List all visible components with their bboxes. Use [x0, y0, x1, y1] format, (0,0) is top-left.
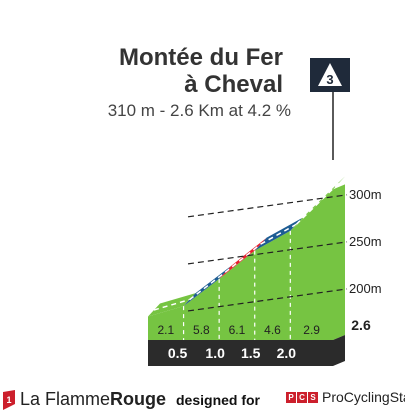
climb-title: Montée du Fer à Cheval: [119, 44, 283, 98]
la-flamme-rouge-logo[interactable]: 1 La FlammeRouge: [3, 389, 166, 410]
climb-title-line2: à Cheval: [184, 71, 283, 98]
climb-title-line1: Montée du Fer: [118, 44, 283, 71]
altitude-grid-line: [187, 241, 348, 265]
procyclingstats-logo[interactable]: P C S ProCyclingStats: [286, 389, 405, 405]
pcs-name: ProCyclingStats: [322, 389, 405, 405]
altitude-tick-label: 300m: [349, 187, 382, 202]
segment-gradient-label: 6.1: [229, 323, 246, 337]
pcs-letter: C: [297, 391, 307, 403]
segment-gradient-label: 5.8: [193, 323, 210, 337]
segment-gradient-label: 2.9: [303, 323, 320, 337]
segment-centre-dash: [189, 271, 226, 301]
pcs-letter: S: [308, 391, 318, 403]
km-label: 1.0: [205, 345, 225, 361]
svg-text:1: 1: [6, 395, 11, 405]
category-badge: 3: [310, 58, 350, 92]
profile-right-face: [333, 184, 345, 340]
brand-text: La Flamme: [20, 389, 111, 409]
segment-centre-dash: [224, 243, 262, 273]
profile-front-face: [148, 189, 333, 340]
segment-centre-dash: [295, 182, 340, 225]
altitude-grid-line: [187, 194, 348, 218]
altitude-tick-label: 250m: [349, 234, 382, 249]
brand-text-bold: Rouge: [110, 389, 167, 409]
climb-stats: 310 m - 2.6 Km at 4.2 %: [107, 101, 291, 120]
pcs-icon: P C S: [286, 391, 318, 403]
segment-centre-dash: [260, 223, 297, 245]
km-label: 2.0: [277, 345, 297, 361]
segment-gradient-label: 4.6: [264, 323, 281, 337]
km-label: 0.5: [168, 345, 188, 361]
elevation-profile-chart: 3 200m 250m 300m 2.1 5.8 6.1 4.6 2.9 0.5 1.0 1.5 2.…: [148, 58, 382, 366]
total-distance-label: 2.6: [351, 317, 371, 333]
designed-for-text: designed for: [176, 392, 261, 408]
category-badge-label: 3: [326, 72, 333, 87]
altitude-tick-label: 200m: [349, 281, 382, 296]
distance-base-strip: [148, 335, 345, 366]
flamme-rouge-icon: 1: [3, 389, 15, 410]
segment-gradient-label: 2.1: [157, 323, 174, 337]
footer: 1 La FlammeRouge designed for P C S ProC…: [0, 384, 405, 414]
altitude-grid-line: [187, 288, 348, 312]
pcs-letter: P: [286, 391, 296, 403]
km-label: 1.5: [241, 345, 261, 361]
segment-centre-dash: [153, 298, 190, 311]
